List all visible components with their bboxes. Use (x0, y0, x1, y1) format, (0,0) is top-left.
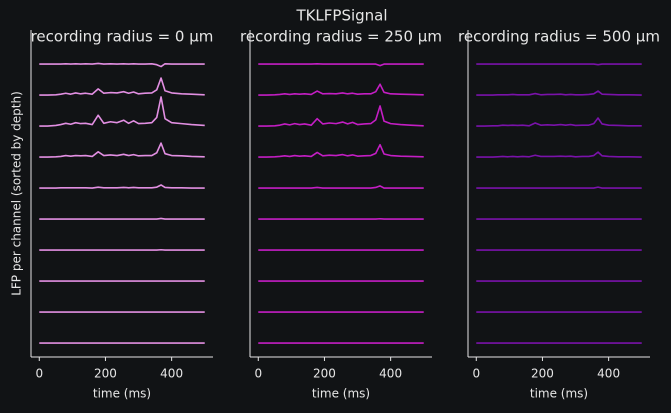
subplot-title: recording radius = 250 μm (240, 28, 442, 46)
x-tick-label: 0 (472, 367, 480, 381)
trace (258, 83, 424, 96)
trace (39, 142, 205, 158)
trace (258, 62, 424, 67)
x-tick-label: 400 (597, 367, 620, 381)
trace (476, 151, 642, 158)
trace (258, 105, 424, 127)
trace (39, 217, 205, 220)
x-tick-label: 200 (313, 367, 336, 381)
trace (476, 90, 642, 96)
trace (476, 186, 642, 189)
subplot-title: recording radius = 500 μm (458, 28, 660, 46)
x-tick-label: 200 (94, 367, 117, 381)
subplot-title: recording radius = 0 μm (31, 28, 214, 46)
x-axis-label: time (ms) (312, 387, 370, 401)
y-axis-label: LFP per channel (sorted by depth) (10, 91, 24, 296)
trace (258, 185, 424, 189)
x-tick-label: 200 (531, 367, 554, 381)
trace (39, 96, 205, 127)
trace (39, 62, 205, 68)
x-tick-label: 0 (254, 367, 262, 381)
x-tick-label: 0 (35, 367, 43, 381)
x-axis-label: time (ms) (530, 387, 588, 401)
x-tick-label: 400 (160, 367, 183, 381)
trace (39, 77, 205, 96)
trace (258, 143, 424, 158)
x-tick-label: 400 (379, 367, 402, 381)
trace (476, 63, 642, 66)
figure-title: TKLFPSignal (295, 7, 387, 25)
x-axis-label: time (ms) (93, 387, 151, 401)
trace (39, 184, 205, 189)
trace (476, 117, 642, 127)
